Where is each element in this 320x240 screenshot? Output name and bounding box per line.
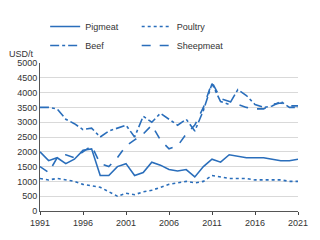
- svg-text:500: 500: [22, 191, 37, 201]
- svg-text:3000: 3000: [17, 117, 37, 127]
- svg-text:1996: 1996: [73, 218, 93, 228]
- svg-text:0: 0: [32, 206, 37, 216]
- svg-text:2500: 2500: [17, 132, 37, 142]
- svg-text:4500: 4500: [17, 73, 37, 83]
- svg-text:2006: 2006: [159, 218, 179, 228]
- svg-text:2001: 2001: [116, 218, 136, 228]
- svg-text:1500: 1500: [17, 162, 37, 172]
- svg-text:Pigmeat: Pigmeat: [85, 22, 119, 32]
- svg-text:2000: 2000: [17, 147, 37, 157]
- svg-text:Beef: Beef: [85, 41, 104, 51]
- svg-text:Sheepmeat: Sheepmeat: [177, 41, 224, 51]
- svg-text:1000: 1000: [17, 177, 37, 187]
- svg-text:2021: 2021: [288, 218, 308, 228]
- svg-text:USD/t: USD/t: [9, 49, 34, 59]
- svg-text:3500: 3500: [17, 103, 37, 113]
- svg-text:2011: 2011: [202, 218, 221, 228]
- svg-text:4000: 4000: [17, 88, 37, 98]
- svg-text:5000: 5000: [17, 58, 37, 68]
- svg-text:2016: 2016: [245, 218, 265, 228]
- svg-text:Poultry: Poultry: [177, 22, 206, 32]
- svg-text:1991: 1991: [30, 218, 50, 228]
